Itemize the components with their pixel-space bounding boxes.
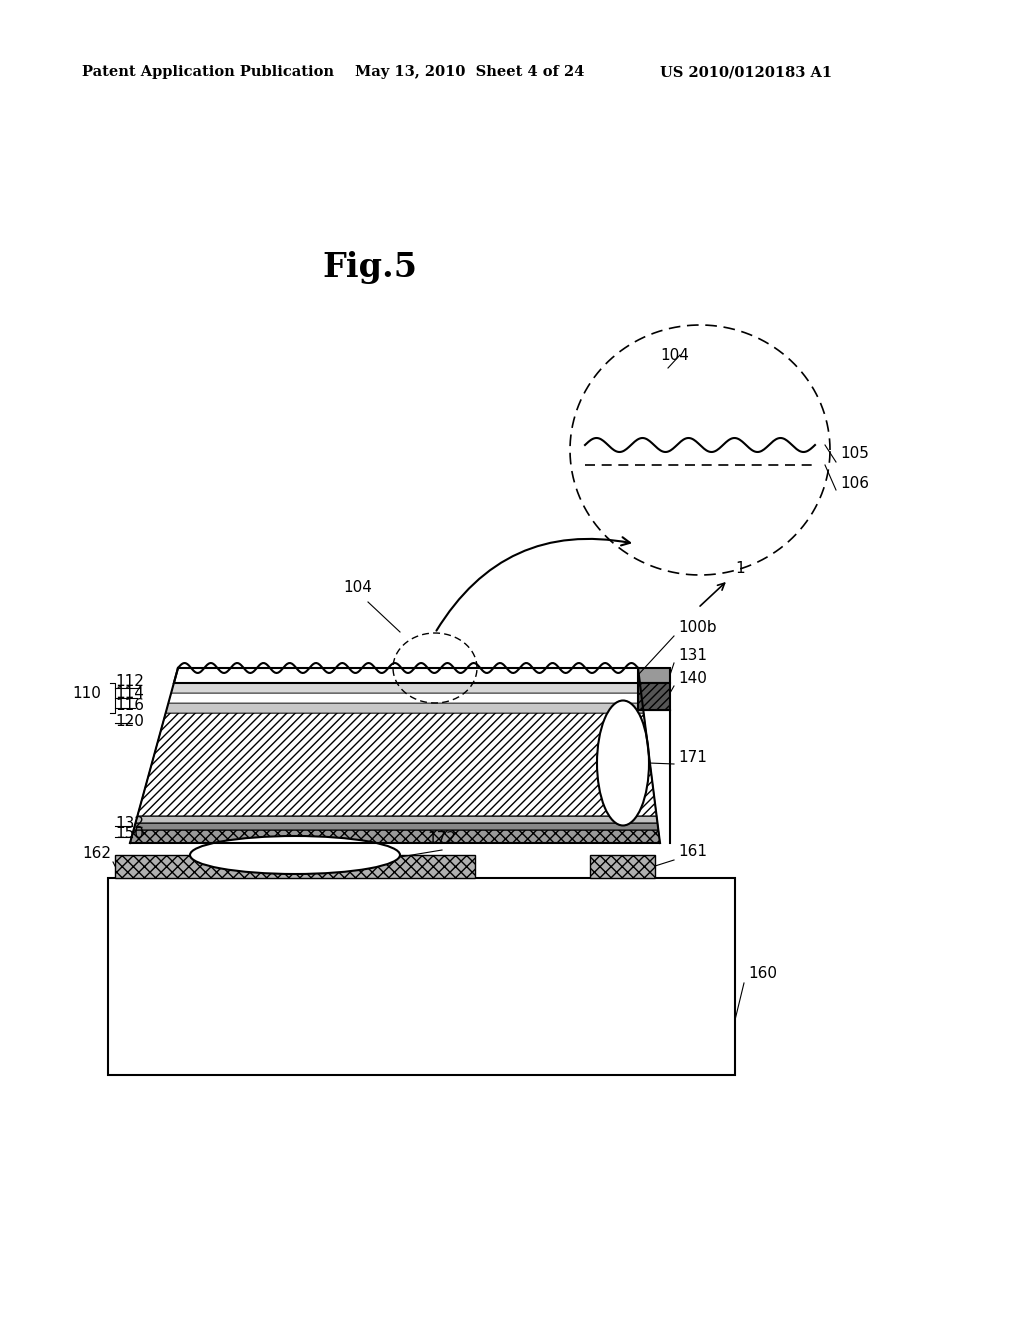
Polygon shape bbox=[115, 855, 475, 878]
Polygon shape bbox=[174, 668, 640, 682]
Ellipse shape bbox=[190, 836, 400, 874]
Text: 172: 172 bbox=[428, 832, 457, 846]
Text: 112: 112 bbox=[115, 675, 144, 689]
Text: 140: 140 bbox=[678, 671, 707, 686]
Text: 162: 162 bbox=[82, 846, 111, 861]
Polygon shape bbox=[133, 822, 658, 830]
Text: 104: 104 bbox=[344, 579, 373, 595]
Text: Patent Application Publication: Patent Application Publication bbox=[82, 65, 334, 79]
Polygon shape bbox=[590, 855, 655, 878]
Polygon shape bbox=[166, 704, 644, 713]
Polygon shape bbox=[135, 816, 657, 822]
Text: 104: 104 bbox=[660, 348, 689, 363]
Polygon shape bbox=[130, 830, 660, 843]
Text: US 2010/0120183 A1: US 2010/0120183 A1 bbox=[660, 65, 833, 79]
Text: 106: 106 bbox=[840, 477, 869, 491]
Text: 160: 160 bbox=[748, 966, 777, 981]
Polygon shape bbox=[638, 682, 670, 710]
Text: May 13, 2010  Sheet 4 of 24: May 13, 2010 Sheet 4 of 24 bbox=[355, 65, 585, 79]
Text: 132: 132 bbox=[115, 816, 144, 832]
Text: 1: 1 bbox=[735, 561, 744, 576]
Text: 161: 161 bbox=[678, 843, 707, 859]
Polygon shape bbox=[108, 878, 735, 1074]
Polygon shape bbox=[171, 682, 641, 693]
Text: 110: 110 bbox=[72, 686, 101, 701]
Polygon shape bbox=[638, 668, 670, 682]
Text: 105: 105 bbox=[840, 446, 869, 461]
Text: 114: 114 bbox=[115, 686, 144, 701]
Text: 120: 120 bbox=[115, 714, 144, 729]
Polygon shape bbox=[137, 713, 656, 816]
Ellipse shape bbox=[597, 701, 649, 825]
Text: 116: 116 bbox=[115, 698, 144, 713]
Text: 100b: 100b bbox=[678, 620, 717, 635]
Text: 131: 131 bbox=[678, 648, 707, 663]
Text: 150: 150 bbox=[115, 826, 144, 841]
Polygon shape bbox=[168, 693, 642, 704]
Text: 171: 171 bbox=[678, 750, 707, 766]
Text: Fig.5: Fig.5 bbox=[323, 252, 418, 285]
